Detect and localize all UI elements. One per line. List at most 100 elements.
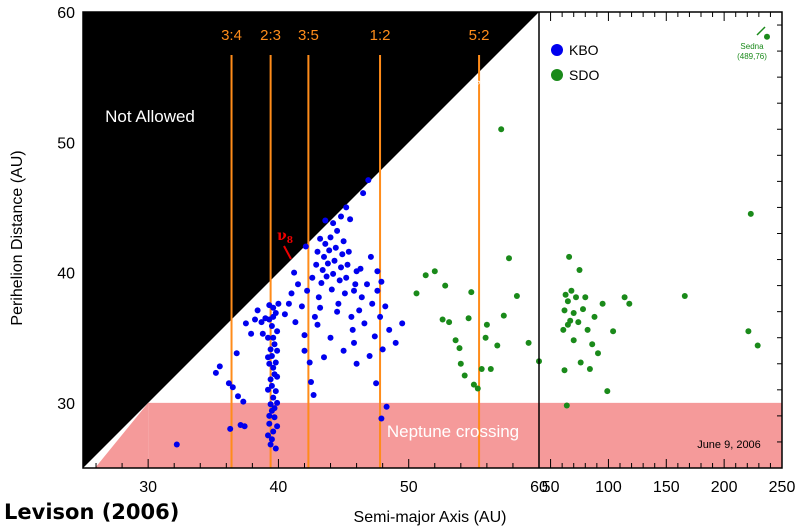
point-kbo bbox=[323, 273, 330, 280]
point-kbo bbox=[340, 238, 347, 245]
point-kbo bbox=[321, 354, 327, 361]
point-kbo bbox=[266, 420, 273, 427]
legend-sdo-label: SDO bbox=[569, 67, 599, 83]
point-kbo bbox=[270, 364, 277, 371]
point-sdo bbox=[626, 300, 633, 307]
resonance-label: 2:3 bbox=[260, 27, 281, 44]
point-kbo bbox=[216, 363, 223, 370]
point-sdo bbox=[562, 291, 569, 298]
point-kbo bbox=[371, 333, 378, 340]
point-sdo bbox=[452, 337, 459, 344]
point-kbo bbox=[334, 308, 341, 315]
point-kbo bbox=[369, 300, 376, 307]
point-kbo bbox=[267, 401, 274, 408]
point-kbo bbox=[378, 278, 385, 285]
point-kbo bbox=[336, 277, 343, 284]
x-tick-label-right: 200 bbox=[711, 479, 738, 496]
point-sdo bbox=[560, 326, 567, 333]
point-sdo bbox=[561, 367, 568, 374]
point-sdo bbox=[506, 255, 512, 262]
point-sdo bbox=[494, 342, 501, 349]
point-kbo bbox=[295, 281, 301, 288]
credit-label: Levison (2006) bbox=[4, 500, 180, 524]
point-kbo bbox=[268, 382, 275, 389]
point-kbo bbox=[315, 294, 322, 301]
neptune-crossing-region-right bbox=[539, 402, 782, 468]
point-kbo bbox=[335, 300, 342, 307]
point-sdo bbox=[568, 287, 575, 294]
y-tick-label: 60 bbox=[57, 5, 75, 22]
point-sdo bbox=[474, 385, 481, 392]
point-kbo bbox=[374, 268, 381, 275]
point-kbo bbox=[357, 265, 364, 272]
point-sdo bbox=[442, 282, 449, 289]
point-kbo bbox=[338, 264, 344, 271]
point-sdo bbox=[589, 341, 596, 348]
point-sdo bbox=[764, 33, 770, 40]
point-kbo bbox=[326, 247, 333, 254]
point-sdo bbox=[576, 267, 583, 273]
point-sdo bbox=[595, 350, 601, 357]
point-kbo bbox=[270, 428, 277, 435]
y-tick-label: 40 bbox=[57, 266, 75, 283]
point-kbo bbox=[274, 373, 281, 380]
point-sdo bbox=[747, 210, 754, 217]
point-sdo bbox=[564, 321, 571, 328]
point-sdo bbox=[470, 381, 477, 388]
point-sdo bbox=[570, 310, 577, 316]
point-sdo bbox=[487, 366, 494, 372]
point-kbo bbox=[351, 287, 357, 294]
point-kbo bbox=[322, 240, 329, 247]
point-kbo bbox=[324, 260, 331, 267]
x-tick-label-left: 60 bbox=[530, 479, 548, 496]
point-kbo bbox=[301, 332, 308, 339]
point-kbo bbox=[360, 190, 367, 197]
point-sdo bbox=[584, 326, 591, 333]
point-kbo bbox=[241, 423, 248, 430]
point-sdo bbox=[513, 293, 520, 299]
point-kbo bbox=[330, 270, 337, 277]
point-sdo bbox=[482, 334, 489, 341]
point-kbo bbox=[173, 441, 180, 448]
point-kbo bbox=[358, 294, 365, 301]
point-kbo bbox=[274, 347, 281, 354]
point-kbo bbox=[373, 380, 380, 387]
point-sdo bbox=[599, 300, 606, 307]
point-kbo bbox=[298, 303, 305, 310]
point-kbo bbox=[272, 359, 279, 366]
point-kbo bbox=[340, 347, 347, 354]
point-kbo bbox=[374, 287, 381, 294]
point-kbo bbox=[268, 353, 275, 359]
nu8-subscript: 8 bbox=[287, 236, 293, 246]
point-kbo bbox=[274, 423, 281, 430]
point-kbo bbox=[327, 334, 334, 341]
point-kbo bbox=[383, 403, 390, 410]
point-sdo bbox=[431, 268, 438, 275]
sedna-coords: (489,76) bbox=[737, 52, 767, 61]
point-kbo bbox=[301, 347, 308, 354]
date-label: June 9, 2006 bbox=[697, 439, 761, 451]
point-kbo bbox=[349, 326, 356, 333]
point-sdo bbox=[591, 313, 598, 320]
point-kbo bbox=[229, 384, 236, 391]
point-sdo bbox=[681, 293, 688, 299]
point-kbo bbox=[365, 177, 372, 184]
point-kbo bbox=[317, 235, 324, 242]
point-sdo bbox=[566, 253, 573, 260]
point-kbo bbox=[330, 220, 337, 227]
y-axis-label: Perihelion Distance (AU) bbox=[9, 150, 26, 325]
point-kbo bbox=[314, 321, 321, 328]
neptune-crossing-wedge bbox=[83, 402, 149, 468]
point-kbo bbox=[288, 290, 295, 297]
point-kbo bbox=[242, 320, 249, 327]
point-kbo bbox=[268, 323, 275, 329]
nu8-pointer bbox=[283, 245, 292, 260]
sedna-arrow bbox=[756, 26, 766, 36]
point-sdo bbox=[745, 328, 752, 335]
resonance-label: 5:2 bbox=[469, 27, 490, 44]
point-kbo bbox=[356, 307, 363, 314]
point-sdo bbox=[573, 294, 579, 301]
point-kbo bbox=[352, 281, 359, 288]
point-sdo bbox=[610, 328, 617, 335]
point-sdo bbox=[582, 294, 589, 301]
